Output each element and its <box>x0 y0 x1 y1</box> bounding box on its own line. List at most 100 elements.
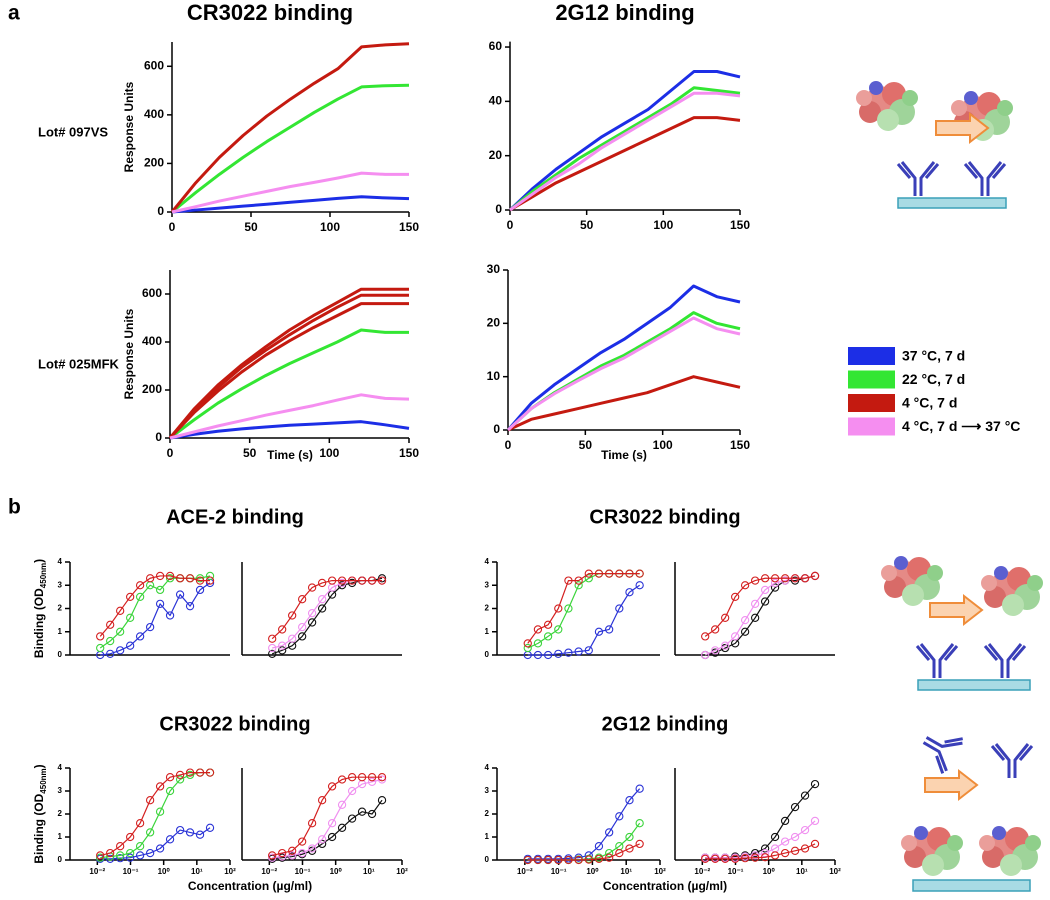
x-tick-label: 100 <box>320 220 340 234</box>
data-point <box>116 854 125 863</box>
data-point <box>770 851 780 860</box>
data-point <box>155 599 165 608</box>
panel-label: a <box>8 2 20 25</box>
chart <box>241 562 402 658</box>
series-line <box>170 42 410 213</box>
data-point <box>165 611 175 620</box>
legend-label: 4 °C, 7 d ⟶ 37 °C <box>902 418 1020 434</box>
data-point <box>347 814 357 823</box>
series-line <box>527 788 641 860</box>
x-tick-label: 150 <box>730 438 750 452</box>
x-tick-label: 50 <box>579 438 593 452</box>
data-point <box>96 853 105 862</box>
x-tick-label: 10⁻² <box>261 867 277 876</box>
series-line <box>171 83 410 214</box>
row-label: Lot# 097VS <box>38 124 108 139</box>
data-point <box>740 581 750 590</box>
data-point <box>317 835 327 844</box>
data-point <box>615 604 624 613</box>
data-point <box>288 846 297 855</box>
y-axis-label-part: ) <box>32 764 46 768</box>
data-point <box>126 613 135 622</box>
chart-title: CR3022 binding <box>589 506 740 528</box>
y-tick-label: 1 <box>485 832 490 841</box>
data-point <box>307 844 317 853</box>
schematic <box>881 556 1043 691</box>
x-tick-label: 10¹ <box>620 867 632 876</box>
x-tick-label: 10⁰ <box>330 867 343 876</box>
data-point <box>554 625 563 634</box>
data-point <box>195 585 205 595</box>
data-point <box>770 832 780 842</box>
data-point <box>790 576 800 585</box>
y-tick-label: 3 <box>485 580 490 589</box>
data-point <box>298 622 307 632</box>
data-point <box>145 574 155 583</box>
data-point <box>268 851 277 860</box>
series-line <box>171 195 410 214</box>
data-point <box>810 779 820 789</box>
series-line <box>100 772 211 859</box>
y-tick-label: 20 <box>489 148 503 162</box>
data-point <box>564 648 573 657</box>
data-point <box>165 574 175 583</box>
y-tick-label: 4 <box>485 763 490 772</box>
x-tick-label: 10¹ <box>363 867 375 876</box>
data-point <box>523 639 532 648</box>
data-point <box>377 773 387 782</box>
data-point <box>750 599 760 608</box>
data-point <box>106 848 115 858</box>
data-point <box>574 855 583 865</box>
data-point <box>564 604 573 613</box>
y-tick-label: 400 <box>142 334 162 348</box>
data-point <box>635 784 644 793</box>
y-tick-label: 60 <box>489 39 503 53</box>
data-point <box>554 855 563 865</box>
data-point <box>584 855 593 864</box>
data-point <box>780 837 790 846</box>
data-point <box>145 848 155 858</box>
x-tick-label: 100 <box>653 218 673 232</box>
data-point <box>625 832 634 842</box>
data-point <box>594 569 604 578</box>
y-axis-label: Binding (OD450nm) <box>32 764 48 863</box>
data-point <box>337 775 347 784</box>
series-line <box>169 328 409 440</box>
data-point <box>574 581 583 590</box>
data-point <box>605 625 614 634</box>
y-tick-label: 2 <box>58 604 63 613</box>
y-axis-label: Response Units <box>122 308 136 399</box>
data-point <box>165 786 175 796</box>
data-point <box>337 576 347 585</box>
series-line <box>704 575 816 637</box>
data-point <box>564 855 573 865</box>
data-point <box>165 835 175 844</box>
y-tick-label: 1 <box>58 627 63 636</box>
y-tick-label: 40 <box>489 94 503 108</box>
data-point <box>195 768 205 777</box>
chart-title: ACE-2 binding <box>166 506 304 528</box>
data-point <box>185 828 195 837</box>
data-point <box>533 650 543 660</box>
data-point <box>317 578 327 588</box>
data-point <box>106 649 115 658</box>
series-line <box>271 580 383 640</box>
data-point <box>205 571 215 581</box>
data-point <box>543 855 553 865</box>
data-point <box>135 819 145 828</box>
data-point <box>357 576 367 585</box>
data-point <box>155 782 165 791</box>
series-line <box>705 843 816 860</box>
data-point <box>337 823 347 832</box>
data-point <box>175 825 185 835</box>
data-point <box>800 825 810 835</box>
x-tick-label: 10⁻² <box>89 867 105 876</box>
y-tick-label: 3 <box>58 580 63 589</box>
data-point <box>731 592 740 602</box>
x-tick-label: 10² <box>654 867 666 876</box>
data-point <box>185 574 195 583</box>
data-point <box>278 641 287 650</box>
data-point <box>367 773 377 782</box>
data-point <box>327 782 337 791</box>
